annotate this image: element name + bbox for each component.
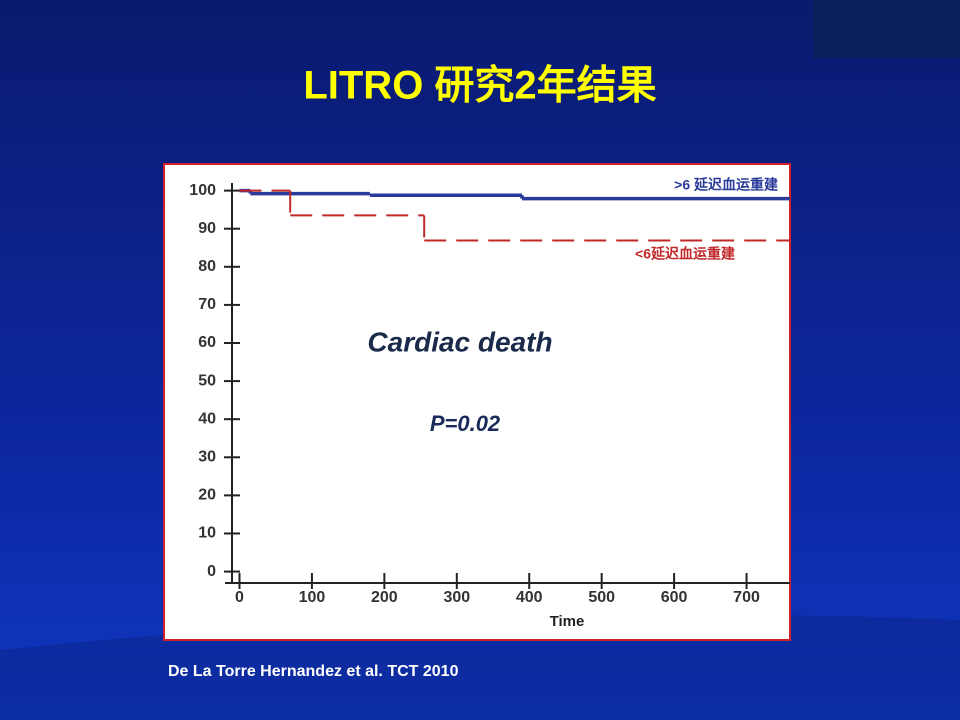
- legend-label: <6延迟血运重建: [635, 246, 735, 262]
- y-tick-label: 100: [189, 182, 216, 199]
- annotation: P=0.02: [430, 411, 501, 436]
- corner-block: [813, 0, 960, 58]
- plot-panel: [163, 163, 791, 641]
- y-tick-label: 30: [198, 449, 216, 466]
- x-tick-label: 100: [299, 589, 326, 606]
- y-tick-label: 10: [198, 525, 216, 542]
- y-tick-label: 0: [207, 563, 216, 580]
- x-tick-label: 200: [371, 589, 398, 606]
- y-tick-label: 70: [198, 296, 216, 313]
- chart-title: LITRO 研究2年结果: [303, 64, 656, 108]
- y-tick-label: 60: [198, 334, 216, 351]
- legend-label: >6 延迟血运重建: [674, 177, 778, 193]
- x-tick-label: 500: [588, 589, 615, 606]
- y-tick-label: 40: [198, 410, 216, 427]
- source: De La Torre Hernandez et al. TCT 2010: [168, 663, 459, 680]
- y-tick-label: 50: [198, 372, 216, 389]
- x-tick-label: 300: [443, 589, 470, 606]
- x-tick-label: 400: [516, 589, 543, 606]
- y-tick-label: 80: [198, 258, 216, 275]
- x-tick-label: 0: [235, 589, 244, 606]
- x-tick-label: 700: [733, 589, 760, 606]
- x-tick-label: 600: [661, 589, 688, 606]
- y-tick-label: 90: [198, 220, 216, 237]
- annotation: Cardiac death: [367, 326, 552, 357]
- y-tick-label: 20: [198, 487, 216, 504]
- x-axis-label: Time: [550, 613, 585, 630]
